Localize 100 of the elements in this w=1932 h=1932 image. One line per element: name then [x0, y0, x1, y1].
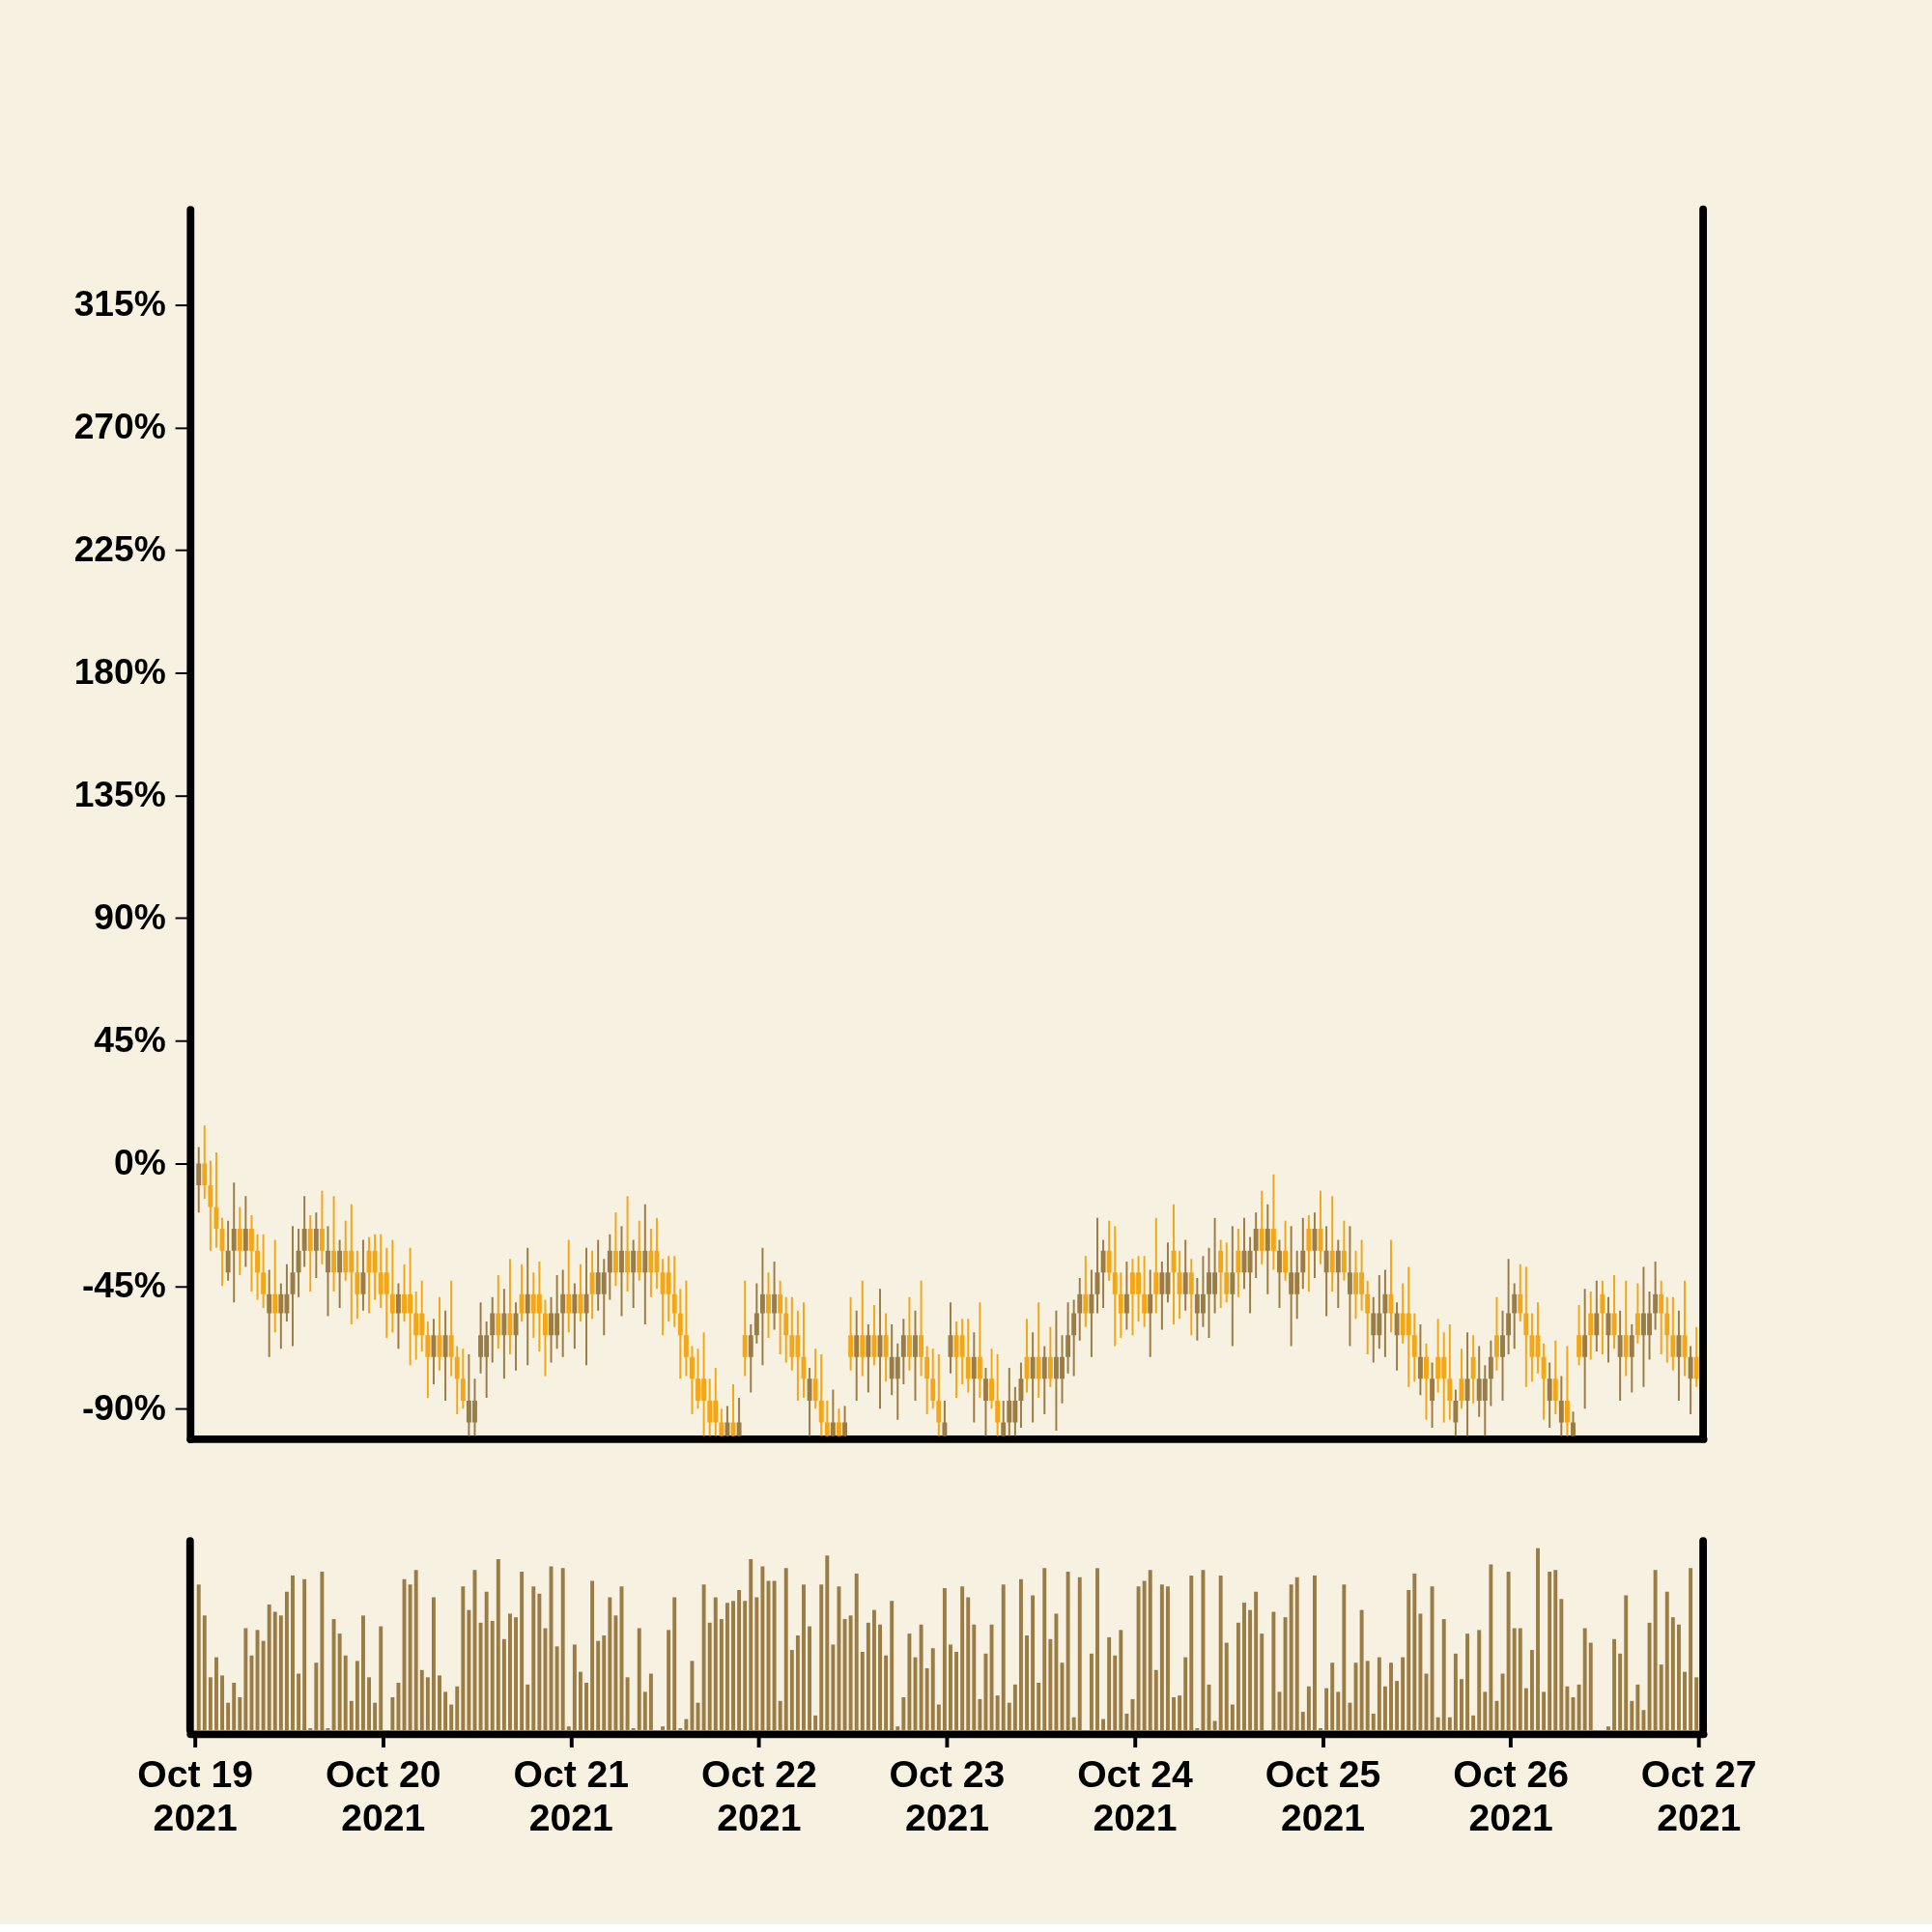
candlestick [854, 1309, 860, 1402]
bar [608, 1597, 612, 1730]
candlestick [1106, 1219, 1112, 1282]
bar [455, 1686, 460, 1730]
bar [1489, 1564, 1493, 1730]
bar [1283, 1617, 1288, 1730]
bar [1577, 1684, 1581, 1730]
bar [572, 1644, 577, 1730]
bar [1230, 1704, 1235, 1730]
bar [520, 1572, 525, 1730]
bar [526, 1684, 530, 1730]
bar [361, 1615, 365, 1730]
candlestick [1653, 1260, 1659, 1331]
bar [789, 1650, 794, 1730]
bar [390, 1697, 395, 1730]
candlestick [1118, 1271, 1123, 1339]
bar [1089, 1653, 1094, 1730]
candlestick [778, 1279, 783, 1355]
bar [249, 1655, 254, 1730]
bar [1635, 1684, 1640, 1730]
candlestick [1001, 1399, 1007, 1437]
bar [1559, 1599, 1564, 1730]
x-tick-label: Oct 22 2021 [701, 1753, 817, 1839]
candlestick [1341, 1219, 1347, 1282]
candlestick [1453, 1388, 1459, 1437]
candlestick [759, 1246, 765, 1367]
candlestick [1424, 1342, 1429, 1421]
candlestick [1688, 1345, 1693, 1415]
bar [1165, 1586, 1170, 1730]
bar [719, 1619, 724, 1730]
bar [272, 1611, 277, 1730]
candlestick [1153, 1216, 1159, 1315]
candlestick [566, 1238, 572, 1334]
candlestick [830, 1388, 836, 1437]
candlestick [1347, 1225, 1352, 1348]
candlestick [690, 1345, 695, 1415]
candlestick [930, 1348, 936, 1410]
candlestick [1259, 1189, 1264, 1265]
candlestick [255, 1233, 260, 1301]
candlestick [355, 1249, 360, 1321]
bar [1065, 1572, 1070, 1730]
bar [1365, 1661, 1370, 1730]
bar [1300, 1712, 1305, 1730]
candlestick [1089, 1268, 1094, 1358]
candlestick [1323, 1225, 1329, 1318]
bar [878, 1624, 882, 1730]
y-tick-label: 315% [73, 282, 166, 324]
bar [508, 1613, 512, 1730]
candlestick [1617, 1309, 1623, 1402]
bar [1330, 1662, 1335, 1730]
bar [749, 1558, 753, 1730]
candlestick [431, 1318, 437, 1385]
candlestick [1335, 1238, 1341, 1309]
bar [1430, 1586, 1435, 1730]
bar [1136, 1586, 1141, 1730]
candlestick [225, 1219, 231, 1282]
bar [866, 1622, 870, 1730]
candlestick [842, 1405, 847, 1437]
candlestick [496, 1274, 501, 1350]
bar [590, 1580, 595, 1730]
candlestick [454, 1345, 460, 1415]
bar [1606, 1726, 1610, 1730]
candlestick [936, 1352, 942, 1437]
bar [467, 1609, 471, 1730]
bar [1582, 1628, 1587, 1730]
bar [731, 1601, 735, 1730]
candlestick [1142, 1255, 1148, 1328]
candlestick [1277, 1238, 1282, 1309]
bar [848, 1615, 853, 1730]
x-tick-label: Oct 25 2021 [1264, 1753, 1381, 1839]
bar [560, 1568, 565, 1730]
bar [278, 1615, 283, 1730]
bar [949, 1644, 952, 1730]
bar [331, 1619, 336, 1730]
bar [1336, 1691, 1341, 1730]
bar [1101, 1719, 1106, 1730]
candlestick [1582, 1288, 1588, 1410]
candlestick [1041, 1345, 1047, 1415]
bar [854, 1574, 859, 1730]
bar [1107, 1636, 1112, 1730]
candlestick [501, 1288, 507, 1380]
bar [1007, 1702, 1011, 1730]
candlestick [1224, 1241, 1230, 1304]
bar [871, 1609, 876, 1730]
bar [1260, 1634, 1264, 1730]
bar [1054, 1613, 1059, 1730]
candlestick [1506, 1258, 1512, 1355]
y-tick-label: 180% [73, 650, 166, 692]
bar [1624, 1595, 1629, 1730]
bar [1588, 1642, 1593, 1730]
bar [1523, 1688, 1528, 1730]
candlestick [1494, 1295, 1499, 1372]
bar [419, 1669, 424, 1730]
bar [1683, 1671, 1687, 1730]
bar [337, 1634, 342, 1730]
candlestick [1488, 1339, 1493, 1407]
candlestick [642, 1203, 648, 1325]
candlestick [578, 1263, 583, 1323]
x-tick-label: Oct 20 2021 [325, 1753, 441, 1839]
candlestick [1547, 1361, 1552, 1430]
